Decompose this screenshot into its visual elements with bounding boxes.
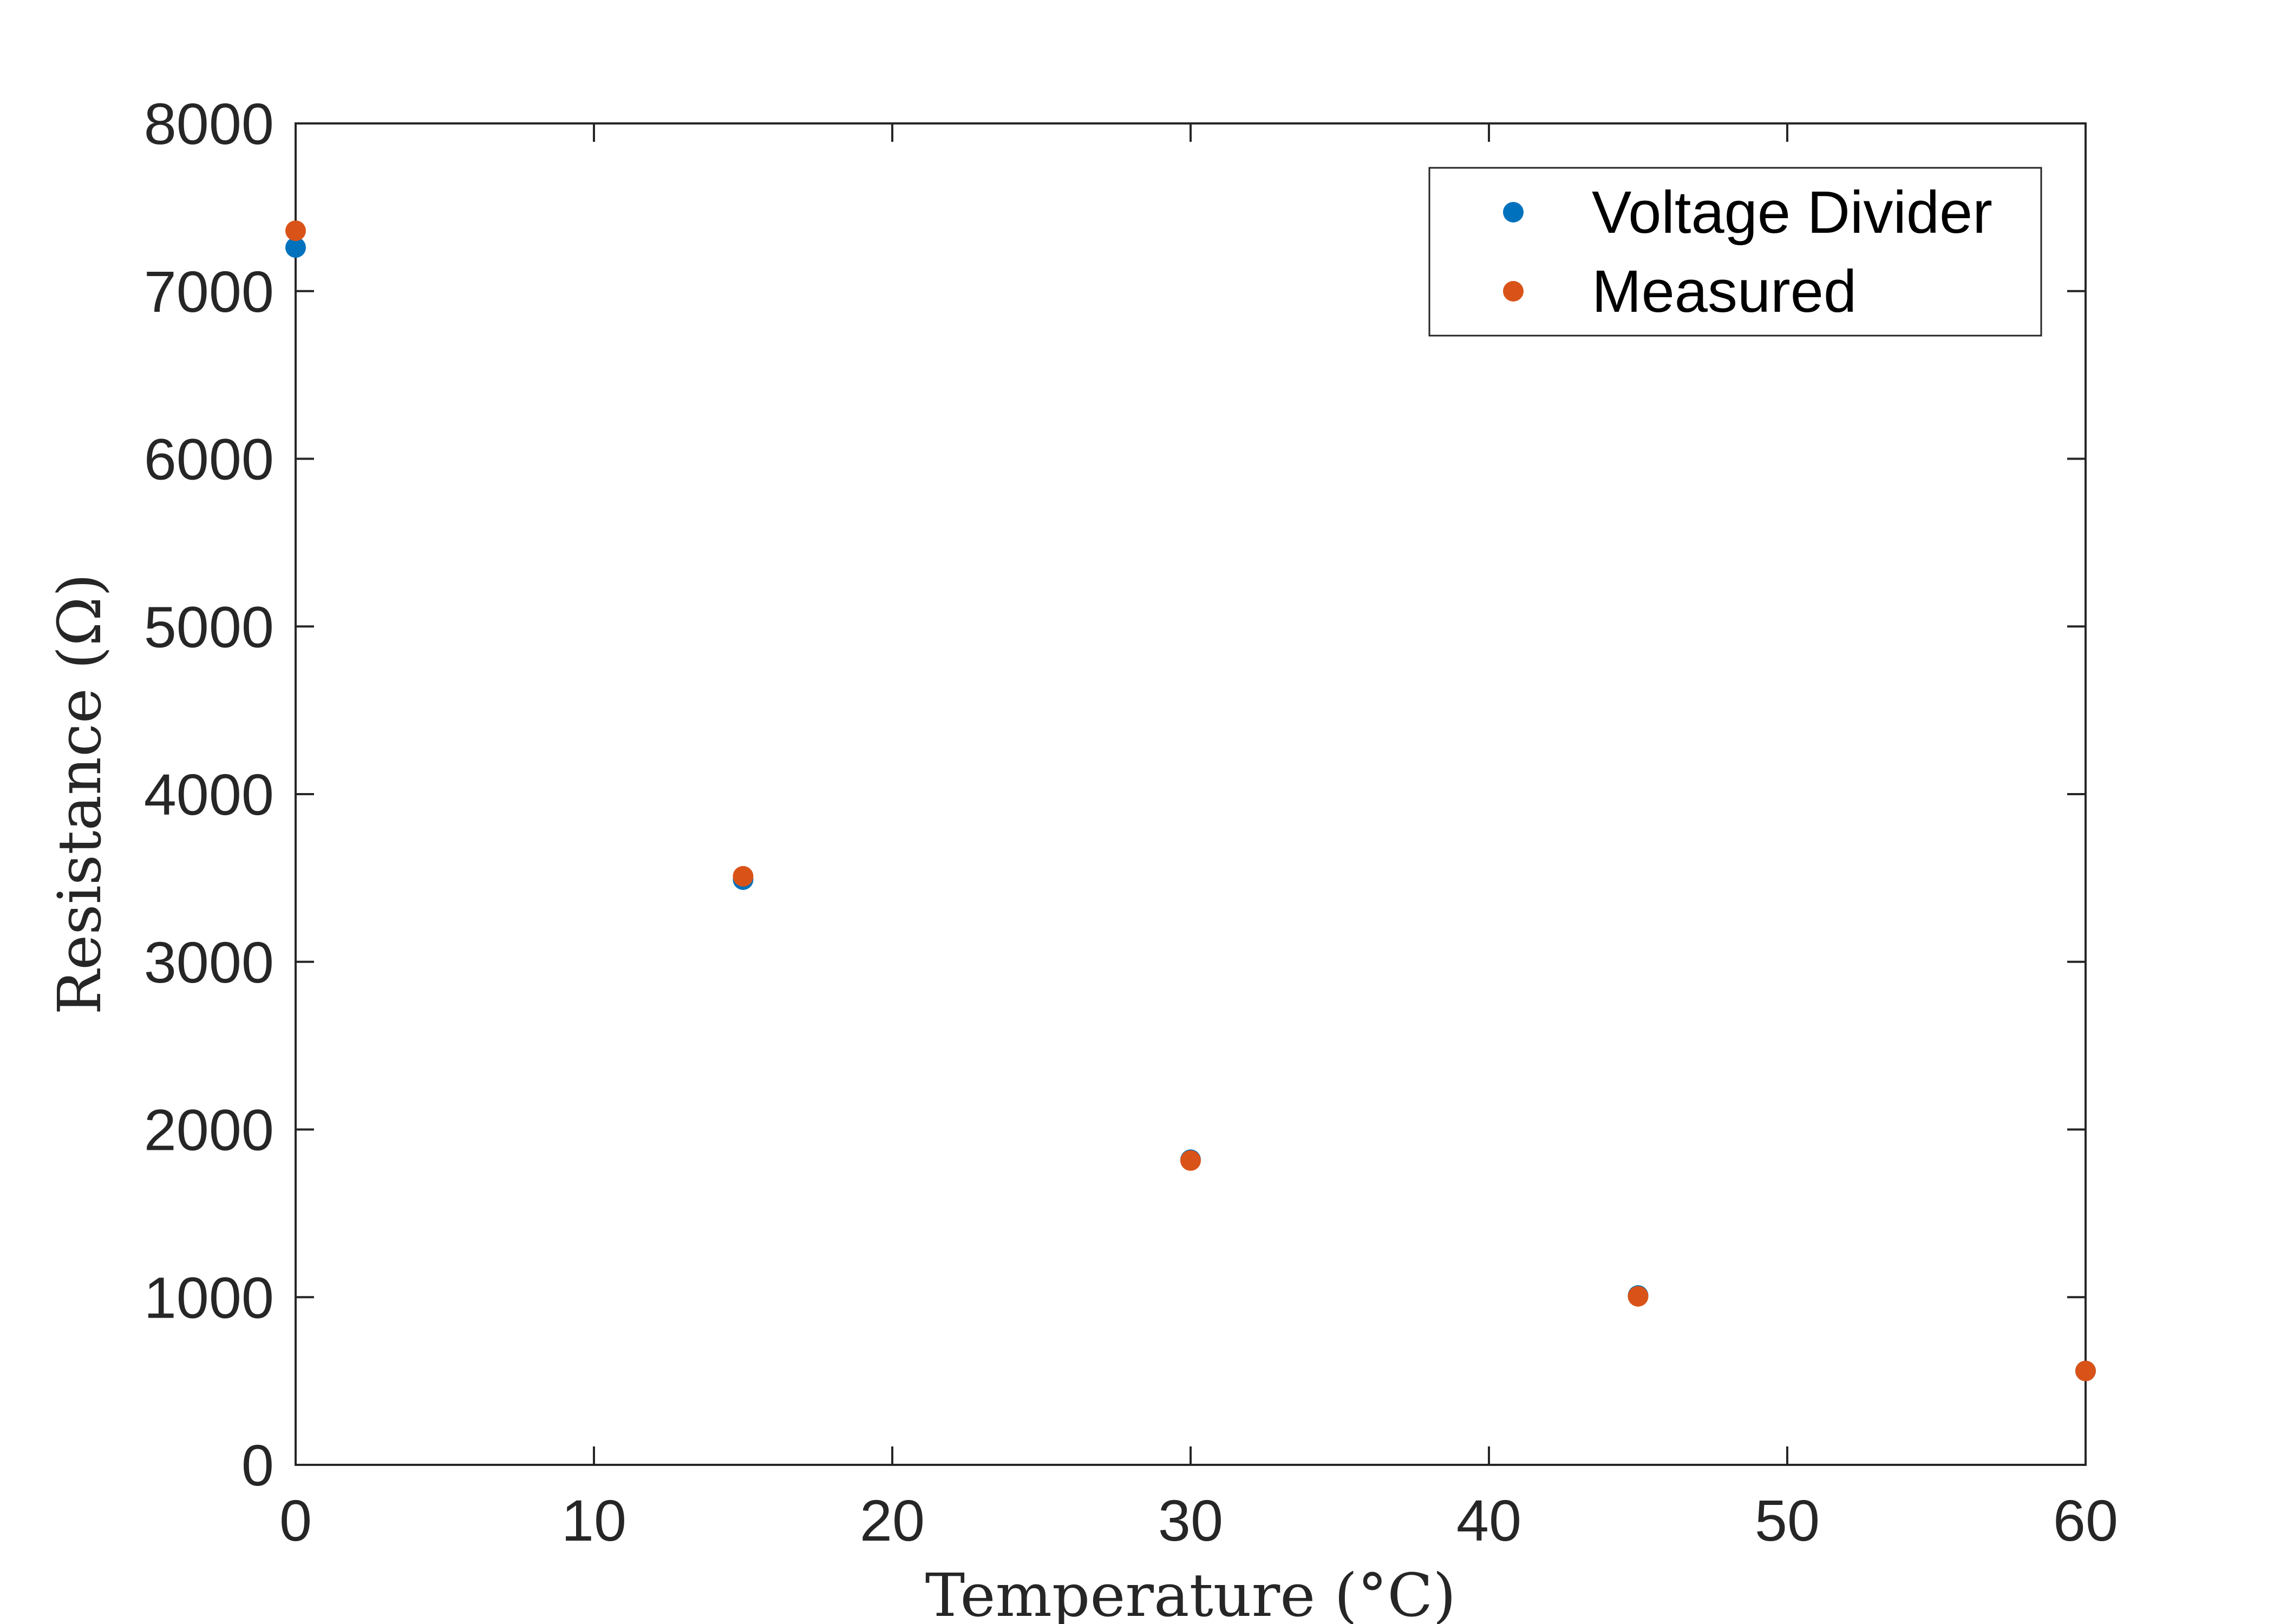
data-point-voltage-divider: [285, 237, 306, 258]
x-tick-label: 60: [2053, 1488, 2118, 1553]
y-tick-label: 7000: [144, 259, 274, 324]
x-tick-label: 30: [1158, 1488, 1223, 1553]
data-point-measured: [1180, 1150, 1201, 1171]
x-tick-label: 10: [561, 1488, 626, 1553]
data-point-measured: [285, 220, 306, 241]
points-layer: [285, 220, 2096, 1381]
axes-box: [295, 122, 2087, 1466]
y-tick-label: 3000: [144, 929, 274, 995]
y-axis-title: Resistance (Ω): [45, 573, 114, 1014]
y-tick-label: 4000: [144, 762, 274, 827]
data-point-measured: [733, 866, 754, 887]
ticks-layer: 0 10 20 30 40 50 60 0 1000 2000 3000 4000 5000 6000 70…: [144, 91, 2118, 1553]
legend: Voltage Divider Measured: [1428, 167, 2042, 337]
y-tick-label: 5000: [144, 594, 274, 659]
legend-marker-measured: [1503, 281, 1524, 302]
x-tick-label: 50: [1755, 1488, 1820, 1553]
y-tick-label: 1000: [144, 1265, 274, 1330]
legend-marker-voltage-divider: [1503, 202, 1524, 222]
legend-box: [1428, 167, 2042, 337]
y-tick-label: 2000: [144, 1097, 274, 1163]
x-tick-label: 0: [279, 1488, 312, 1553]
y-tick-label: 8000: [144, 91, 274, 156]
legend-label-measured: Measured: [1592, 258, 1857, 325]
y-tick-label: 0: [241, 1432, 274, 1498]
y-tick-label: 6000: [144, 427, 274, 492]
plot-area: [296, 123, 2086, 1465]
data-point-measured: [1628, 1286, 1649, 1307]
x-tick-label: 20: [860, 1488, 925, 1553]
x-axis-title: Temperature (°C): [925, 1561, 1456, 1624]
x-tick-label: 40: [1456, 1488, 1521, 1553]
data-point-measured: [2075, 1360, 2096, 1381]
legend-label-voltage-divider: Voltage Divider: [1592, 179, 1992, 246]
